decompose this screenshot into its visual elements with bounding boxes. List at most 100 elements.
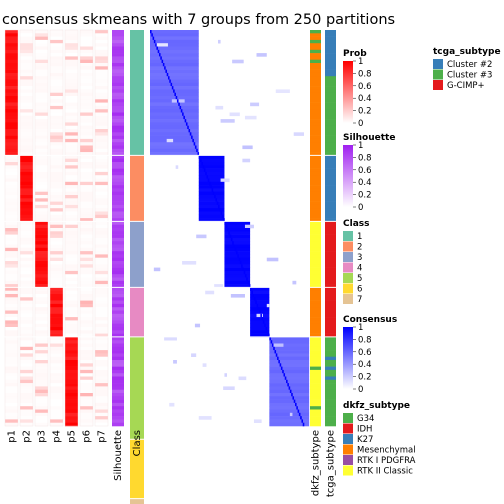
prob-cell [65,317,78,321]
tcga-subtype-cell [325,175,336,179]
silhouette-cell [112,152,124,156]
prob-cell [50,171,63,176]
dkfz-subtype-cell [310,261,321,265]
consensus-diagonal [269,336,271,341]
consensus-noise [224,373,227,377]
prob-cell [5,369,18,374]
prob-cell [95,330,108,334]
dkfz-subtype-cell [310,72,321,77]
consensus-diagonal [235,251,238,255]
consensus-noise [182,261,197,265]
prob-cell [65,264,78,268]
prob-cell [5,224,18,229]
silhouette-cell [112,419,124,423]
prob-cell [5,340,18,344]
consensus-row-block [224,280,251,285]
prob-cell [5,138,18,143]
prob-cell [50,389,63,394]
silhouette-cell [112,112,124,117]
consensus-row-block [198,195,225,199]
prob-cell [35,343,48,348]
prob-cell [50,343,63,348]
silhouette-cell [112,402,124,407]
prob-cell [5,181,18,186]
prob-cell [35,30,48,34]
dkfz-subtype-cell [310,350,321,354]
consensus-diagonal [284,376,287,381]
consensus-noise [266,257,279,262]
prob-cell [20,412,33,417]
consensus-diagonal [224,221,227,225]
prob-cell [5,313,18,318]
consensus-legend-title: Consensus [343,315,397,325]
dkfz-subtype-cell [310,185,321,189]
prob-cell [5,36,18,41]
dkfz-subtype-cell [310,152,321,156]
consensus-row-block [269,363,310,367]
prob-cell [65,148,78,153]
consensus-row-block [150,59,199,64]
legend-tick-label: 0.4 [358,94,372,104]
silhouette-cell [112,317,124,321]
consensus-noise [256,313,263,318]
prob-cell [5,274,18,278]
prob-cell [5,142,18,146]
consensus-row-block [150,63,199,67]
prob-cell [35,284,48,288]
tcga-subtype-cell [325,76,336,80]
prob-cell [50,419,63,423]
tcga-subtype-cell [325,82,336,87]
silhouette-cell [112,89,124,93]
prob-cell [95,191,108,196]
tcga-subtype-cell [325,267,336,272]
prob-cell [35,135,48,140]
consensus-diagonal [265,327,268,331]
prob-cell [95,63,108,67]
silhouette-cell [112,267,124,272]
prob-cell [20,46,33,51]
dkfz-subtype-cell [310,102,321,107]
tcga-subtype-cell [325,317,336,321]
consensus-diagonal [232,241,234,245]
silhouette-cell [112,303,124,308]
prob-cell [80,39,93,44]
silhouette-cell [112,376,124,381]
prob-cell [5,214,18,219]
prob-cell [50,168,63,173]
prob-cell [35,303,48,308]
prob-cell [80,30,93,34]
prob-cell [95,353,108,357]
prob-cell [50,82,63,87]
prob-cell [20,300,33,305]
prob-cell [5,412,18,417]
prob-cell [95,86,108,90]
prob-cell [65,287,78,291]
prob-cell [20,241,33,245]
prob-cell [5,46,18,51]
consensus-diagonal [255,300,257,305]
prob-cell [20,422,33,427]
consensus-row-block [269,383,310,387]
silhouette-cell [112,43,124,47]
prob-cell [50,221,63,225]
silhouette-cell [112,369,124,374]
prob-cell [20,376,33,381]
consensus-row-block [150,138,199,143]
consensus-diagonal [185,122,188,126]
prob-cell [50,340,63,344]
dkfz-subtype-legend-label: RTK II Classic [357,467,413,477]
prob-cell [50,92,63,97]
silhouette-cell [112,125,124,130]
prob-cell [50,287,63,291]
prob-cell [35,287,48,291]
prob-cell [20,122,33,126]
dkfz-subtype-cell [310,63,321,67]
prob-cell [65,178,78,183]
consensus-diagonal [286,379,288,384]
consensus-diagonal [166,72,169,77]
consensus-diagonal [189,132,192,136]
dkfz-subtype-cell [310,327,321,331]
consensus-diagonal [180,109,183,113]
prob-cell [65,406,78,410]
consensus-row-block [269,406,310,410]
